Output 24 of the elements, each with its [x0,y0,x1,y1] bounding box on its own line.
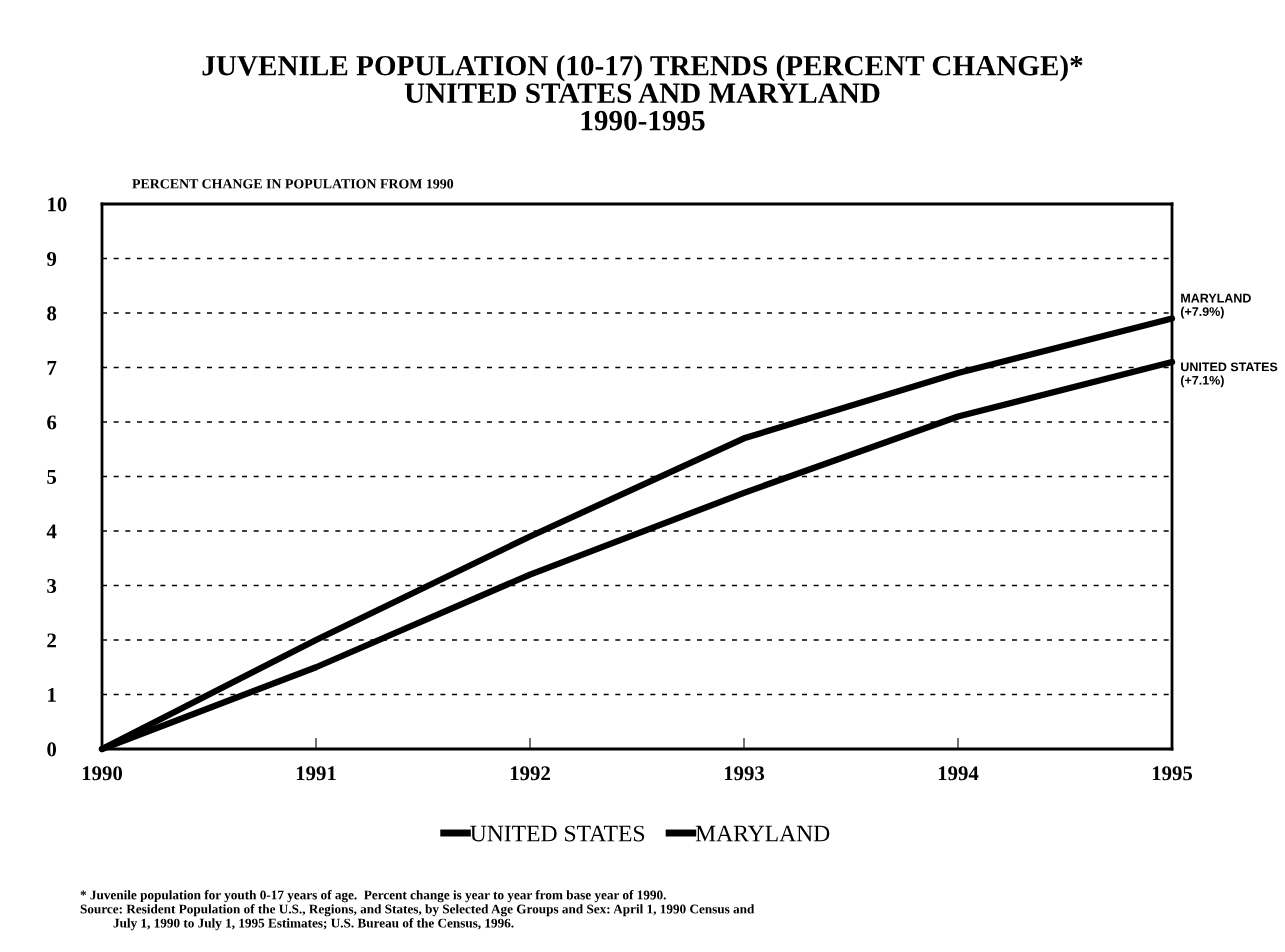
y-tick-label: 1 [48,687,56,702]
x-tick-label: 1992 [510,766,550,781]
y-tick-label: 7 [47,361,57,375]
x-tick-label: 1993 [724,766,765,781]
y-tick-label: 0 [47,742,57,757]
chart-title: JUVENILE POPULATION (10-17) TRENDS (PERCENT CHANGE)* UNITED STATES AND MARYLAND 1990-1995 [202,55,1083,131]
y-axis-title: PERCENT CHANGE IN POPULATION FROM 1990 [132,179,454,189]
y-tick-label: 2 [47,633,56,648]
y-tick-label: 3 [47,578,57,593]
y-tick-label: 6 [47,415,57,430]
annotation: MARYLAND (+7.9%) [1180,293,1251,319]
legend-label: UNITED STATES [470,825,645,842]
x-tick-label: 1990 [82,766,123,781]
x-tick-label: 1994 [938,766,979,781]
annotation: UNITED STATES (+7.1%) [1180,362,1278,388]
x-tick-label: 1991 [296,766,336,781]
y-tick-label: 5 [47,470,57,484]
legend-label: MARYLAND [695,825,830,842]
y-tick-label: 10 [48,197,67,212]
x-tick-label: 1995 [1152,766,1193,781]
y-tick-label: 8 [47,306,57,321]
y-tick-label: 9 [47,251,57,266]
text: * Juvenile population for youth 0-17 years of age. Percent change is year to year from base year of 1990. Source: Resident Population of the U.S., Regions, and States, by Selected Age Groups and Sex: April 1, 1990 Census and July 1, 1990 to July 1, 1995 Estimates; U.S. Bureau of the Census, 1996. [80,890,755,931]
y-tick-label: 4 [46,524,57,539]
